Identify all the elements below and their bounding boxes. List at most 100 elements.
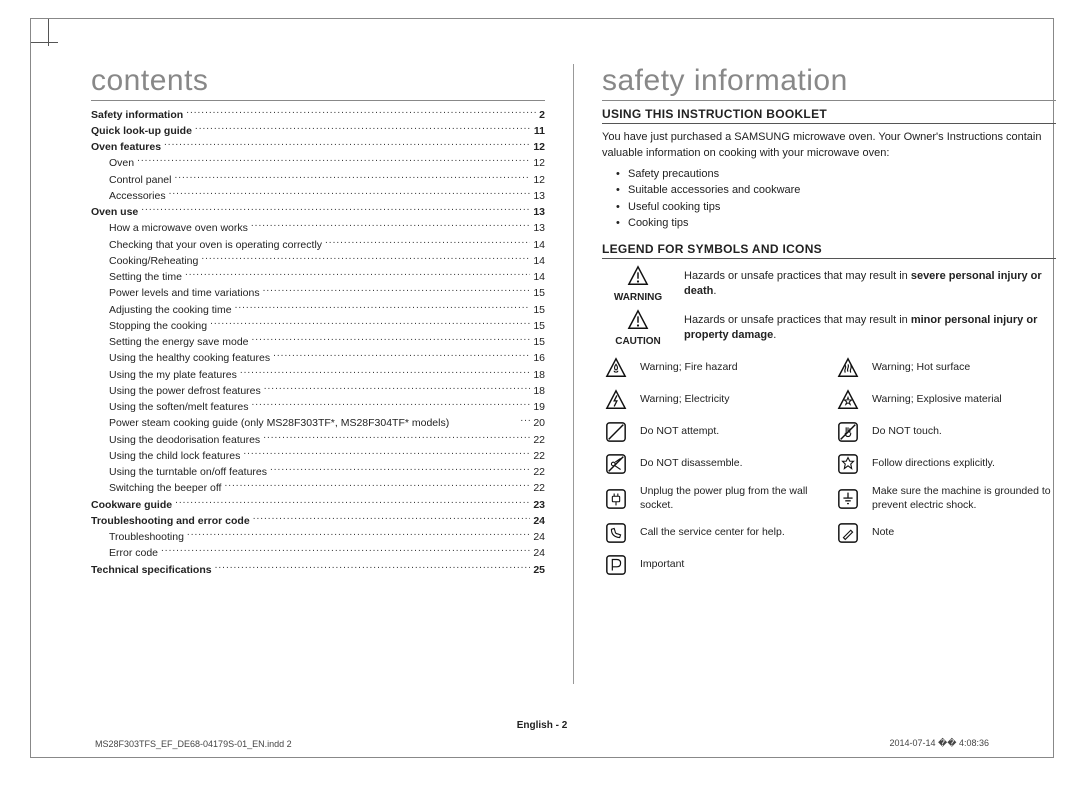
toc-row: Adjusting the cooking time15 bbox=[91, 302, 545, 318]
toc-label: Power steam cooking guide (only MS28F303… bbox=[91, 416, 517, 432]
bullet-item: Safety precautions bbox=[628, 166, 1056, 183]
toc-row: Using the healthy cooking features 16 bbox=[91, 351, 545, 367]
toc-dots bbox=[201, 253, 530, 264]
toc-dots bbox=[240, 367, 530, 378]
toc-row: Cooking/Reheating 14 bbox=[91, 253, 545, 269]
toc-dots bbox=[169, 188, 531, 199]
toc-row: Using the turntable on/off features22 bbox=[91, 465, 545, 481]
toc-row: Oven12 bbox=[91, 156, 545, 172]
toc-row: Using the my plate features18 bbox=[91, 367, 545, 383]
toc-page: 24 bbox=[533, 514, 545, 530]
toc-page: 22 bbox=[533, 433, 545, 449]
toc-dots bbox=[187, 530, 530, 541]
toc-label: Checking that your oven is operating cor… bbox=[91, 238, 322, 254]
toc-dots bbox=[520, 416, 530, 427]
page-frame: contents Safety information2Quick look-u… bbox=[30, 18, 1054, 758]
toc-page: 20 bbox=[533, 416, 545, 432]
toc-page: 23 bbox=[533, 498, 545, 514]
toc-row: Troubleshooting and error code 24 bbox=[91, 513, 545, 529]
bullet-item: Cooking tips bbox=[628, 215, 1056, 232]
toc-page: 14 bbox=[533, 270, 545, 286]
hot-icon bbox=[834, 357, 862, 379]
bullet-item: Useful cooking tips bbox=[628, 199, 1056, 216]
toc-label: Accessories bbox=[91, 189, 166, 205]
toc-dots bbox=[253, 513, 531, 524]
toc-label: Using the healthy cooking features bbox=[91, 351, 270, 367]
fire-icon bbox=[602, 357, 630, 379]
toc-row: Using the deodorisation features22 bbox=[91, 432, 545, 448]
toc-row: Technical specifications25 bbox=[91, 562, 545, 578]
toc-row: Oven features12 bbox=[91, 140, 545, 156]
footer-timestamp: 2014-07-14 �� 4:08:36 bbox=[889, 738, 989, 749]
legend-text: Make sure the machine is grounded to pre… bbox=[872, 485, 1056, 512]
toc-page: 12 bbox=[533, 173, 545, 189]
toc-dots bbox=[252, 335, 531, 346]
toc-label: Using the power defrost features bbox=[91, 384, 261, 400]
toc-row: Safety information2 bbox=[91, 107, 545, 123]
toc-page: 22 bbox=[533, 465, 545, 481]
toc-page: 22 bbox=[533, 449, 545, 465]
toc-dots bbox=[174, 172, 530, 183]
toc-dots bbox=[195, 123, 531, 134]
nodis-icon bbox=[602, 453, 630, 475]
toc-label: Power levels and time variations bbox=[91, 286, 260, 302]
toc-page: 2 bbox=[539, 108, 545, 124]
call-icon bbox=[602, 522, 630, 544]
legend-text: Note bbox=[872, 526, 1056, 540]
toc-dots bbox=[215, 562, 531, 573]
toc-page: 12 bbox=[533, 156, 545, 172]
toc-label: Troubleshooting and error code bbox=[91, 514, 250, 530]
toc-label: Setting the energy save mode bbox=[91, 335, 249, 351]
toc-dots bbox=[141, 205, 530, 216]
toc-page: 19 bbox=[533, 400, 545, 416]
toc-dots bbox=[210, 318, 530, 329]
toc-page: 15 bbox=[533, 335, 545, 351]
toc-page: 25 bbox=[533, 563, 545, 579]
legend-text: Unplug the power plug from the wall sock… bbox=[640, 485, 824, 512]
safety-column: safety information USING THIS INSTRUCTIO… bbox=[602, 64, 1056, 684]
toc-row: Cookware guide23 bbox=[91, 497, 545, 513]
toc-row: Troubleshooting24 bbox=[91, 530, 545, 546]
toc-page: 14 bbox=[533, 254, 545, 270]
note-icon bbox=[834, 522, 862, 544]
toc-row: Oven use 13 bbox=[91, 205, 545, 221]
warning-label: WARNING bbox=[602, 292, 674, 303]
caution-description: Hazards or unsafe practices that may res… bbox=[684, 313, 1056, 343]
toc-row: Using the power defrost features18 bbox=[91, 383, 545, 399]
toc-page: 13 bbox=[533, 205, 545, 221]
contents-column: contents Safety information2Quick look-u… bbox=[91, 64, 545, 684]
toc-label: Quick look-up guide bbox=[91, 124, 192, 140]
toc-label: Control panel bbox=[91, 173, 171, 189]
ground-icon bbox=[834, 488, 862, 510]
toc-page: 15 bbox=[533, 303, 545, 319]
legend-text: Do NOT attempt. bbox=[640, 425, 824, 439]
toc-label: Troubleshooting bbox=[91, 530, 184, 546]
toc-label: Error code bbox=[91, 546, 158, 562]
explosive-icon bbox=[834, 389, 862, 411]
toc-page: 15 bbox=[533, 319, 545, 335]
toc-dots bbox=[185, 270, 530, 281]
toc-dots bbox=[264, 383, 531, 394]
toc-dots bbox=[263, 432, 530, 443]
toc-row: Quick look-up guide11 bbox=[91, 123, 545, 139]
toc-page: 15 bbox=[533, 286, 545, 302]
toc-page: 16 bbox=[533, 351, 545, 367]
toc-label: Oven use bbox=[91, 205, 138, 221]
toc-dots bbox=[252, 400, 531, 411]
using-booklet-heading: USING THIS INSTRUCTION BOOKLET bbox=[602, 107, 1056, 124]
toc-dots bbox=[263, 286, 531, 297]
toc-page: 12 bbox=[533, 140, 545, 156]
toc-page: 13 bbox=[533, 221, 545, 237]
legend-text: Call the service center for help. bbox=[640, 526, 824, 540]
toc-dots bbox=[137, 156, 530, 167]
toc-dots bbox=[270, 465, 530, 476]
bullet-item: Suitable accessories and cookware bbox=[628, 182, 1056, 199]
toc-row: Switching the beeper off22 bbox=[91, 481, 545, 497]
contents-title: contents bbox=[91, 64, 545, 101]
toc-label: Cooking/Reheating bbox=[91, 254, 198, 270]
toc-label: Switching the beeper off bbox=[91, 481, 221, 497]
legend-text: Important bbox=[640, 558, 824, 572]
toc-page: 24 bbox=[533, 546, 545, 562]
legend-text: Warning; Fire hazard bbox=[640, 361, 824, 375]
legend-warning-row: WARNING Hazards or unsafe practices that… bbox=[602, 265, 1056, 303]
